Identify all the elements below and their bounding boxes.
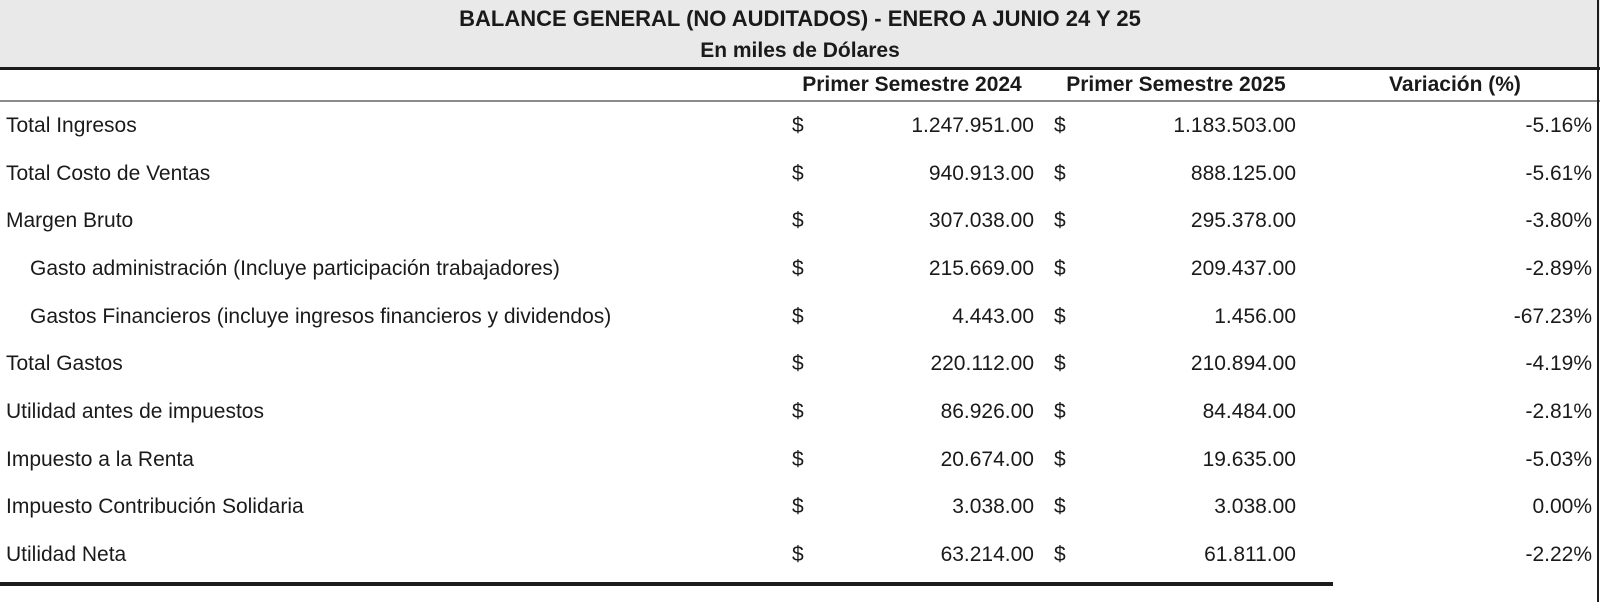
currency-symbol-2024: $	[792, 209, 804, 233]
table-row: Gasto administración (Incluye participac…	[0, 245, 1600, 293]
currency-symbol-2025: $	[1054, 304, 1066, 328]
table-body: Total Ingresos $ 1.247.951.00 $ 1.183.50…	[0, 102, 1600, 579]
right-border-line	[1597, 0, 1599, 602]
row-label: Utilidad antes de impuestos	[6, 400, 264, 424]
currency-symbol-2024: $	[792, 256, 804, 280]
amount-2025: 61.811.00	[1204, 543, 1296, 567]
row-label: Margen Bruto	[6, 209, 134, 233]
currency-symbol-2024: $	[792, 113, 804, 137]
amount-2024: 1.247.951.00	[911, 113, 1034, 137]
row-label: Gasto administración (Incluye participac…	[30, 256, 560, 280]
currency-symbol-2025: $	[1054, 113, 1066, 137]
row-label: Gastos Financieros (incluye ingresos fin…	[30, 304, 612, 328]
amount-2024: 3.038.00	[952, 495, 1034, 519]
currency-symbol-2025: $	[1054, 352, 1066, 376]
amount-2024: 4.443.00	[952, 304, 1034, 328]
variation-percent: -4.19%	[1525, 352, 1592, 376]
currency-symbol-2025: $	[1054, 209, 1066, 233]
currency-symbol-2024: $	[792, 543, 804, 567]
amount-2024: 215.669.00	[928, 256, 1034, 280]
amount-2024: 940.913.00	[928, 161, 1034, 185]
page-subtitle: En miles de Dólares	[700, 38, 900, 62]
column-header-2024: Primer Semestre 2024	[802, 73, 1022, 96]
column-header-row: Primer Semestre 2024 Primer Semestre 202…	[0, 70, 1600, 102]
amount-2025: 210.894.00	[1190, 352, 1296, 376]
table-row: Utilidad antes de impuestos $ 86.926.00 …	[0, 388, 1600, 436]
amount-2025: 84.484.00	[1202, 400, 1296, 424]
bottom-border-line	[0, 582, 1333, 586]
currency-symbol-2024: $	[792, 400, 804, 424]
variation-percent: -5.16%	[1525, 113, 1592, 137]
currency-symbol-2025: $	[1054, 495, 1066, 519]
column-header-variation: Variación (%)	[1389, 73, 1521, 96]
row-label: Total Ingresos	[6, 113, 137, 137]
variation-percent: -3.80%	[1525, 209, 1592, 233]
currency-symbol-2025: $	[1054, 447, 1066, 471]
table-row: Impuesto Contribución Solidaria $ 3.038.…	[0, 484, 1600, 532]
amount-2024: 220.112.00	[930, 352, 1034, 376]
currency-symbol-2025: $	[1054, 161, 1066, 185]
amount-2025: 1.456.00	[1214, 304, 1296, 328]
amount-2025: 295.378.00	[1190, 209, 1296, 233]
variation-percent: -67.23%	[1513, 304, 1592, 328]
row-label: Utilidad Neta	[6, 543, 127, 567]
table-row: Total Gastos $ 220.112.00 $ 210.894.00 -…	[0, 341, 1600, 389]
amount-2024: 63.214.00	[940, 543, 1034, 567]
row-label: Impuesto Contribución Solidaria	[6, 495, 304, 519]
variation-percent: -2.22%	[1525, 543, 1592, 567]
currency-symbol-2025: $	[1054, 543, 1066, 567]
currency-symbol-2025: $	[1054, 400, 1066, 424]
amount-2025: 888.125.00	[1190, 161, 1296, 185]
row-label: Total Gastos	[6, 352, 123, 376]
variation-percent: -2.89%	[1525, 256, 1592, 280]
row-label: Total Costo de Ventas	[6, 161, 211, 185]
row-label: Impuesto a la Renta	[6, 447, 194, 471]
table-row: Utilidad Neta $ 63.214.00 $ 61.811.00 -2…	[0, 531, 1600, 579]
table-row: Total Costo de Ventas $ 940.913.00 $ 888…	[0, 150, 1600, 198]
variation-percent: -2.81%	[1525, 400, 1592, 424]
amount-2025: 1.183.503.00	[1173, 113, 1296, 137]
amount-2025: 3.038.00	[1214, 495, 1296, 519]
currency-symbol-2024: $	[792, 495, 804, 519]
amount-2025: 19.635.00	[1202, 447, 1296, 471]
table-row: Margen Bruto $ 307.038.00 $ 295.378.00 -…	[0, 197, 1600, 245]
table-row: Total Ingresos $ 1.247.951.00 $ 1.183.50…	[0, 102, 1600, 150]
title-band: BALANCE GENERAL (NO AUDITADOS) - ENERO A…	[0, 0, 1600, 70]
variation-percent: 0.00%	[1532, 495, 1592, 519]
currency-symbol-2024: $	[792, 161, 804, 185]
currency-symbol-2024: $	[792, 447, 804, 471]
table-row: Impuesto a la Renta $ 20.674.00 $ 19.635…	[0, 436, 1600, 484]
currency-symbol-2024: $	[792, 304, 804, 328]
amount-2024: 20.674.00	[940, 447, 1034, 471]
currency-symbol-2024: $	[792, 352, 804, 376]
table-row: Gastos Financieros (incluye ingresos fin…	[0, 293, 1600, 341]
page-title: BALANCE GENERAL (NO AUDITADOS) - ENERO A…	[459, 5, 1141, 31]
variation-percent: -5.03%	[1525, 447, 1592, 471]
column-header-2025: Primer Semestre 2025	[1066, 73, 1286, 96]
amount-2024: 86.926.00	[940, 400, 1034, 424]
variation-percent: -5.61%	[1525, 161, 1592, 185]
amount-2024: 307.038.00	[928, 209, 1034, 233]
currency-symbol-2025: $	[1054, 256, 1066, 280]
amount-2025: 209.437.00	[1190, 256, 1296, 280]
